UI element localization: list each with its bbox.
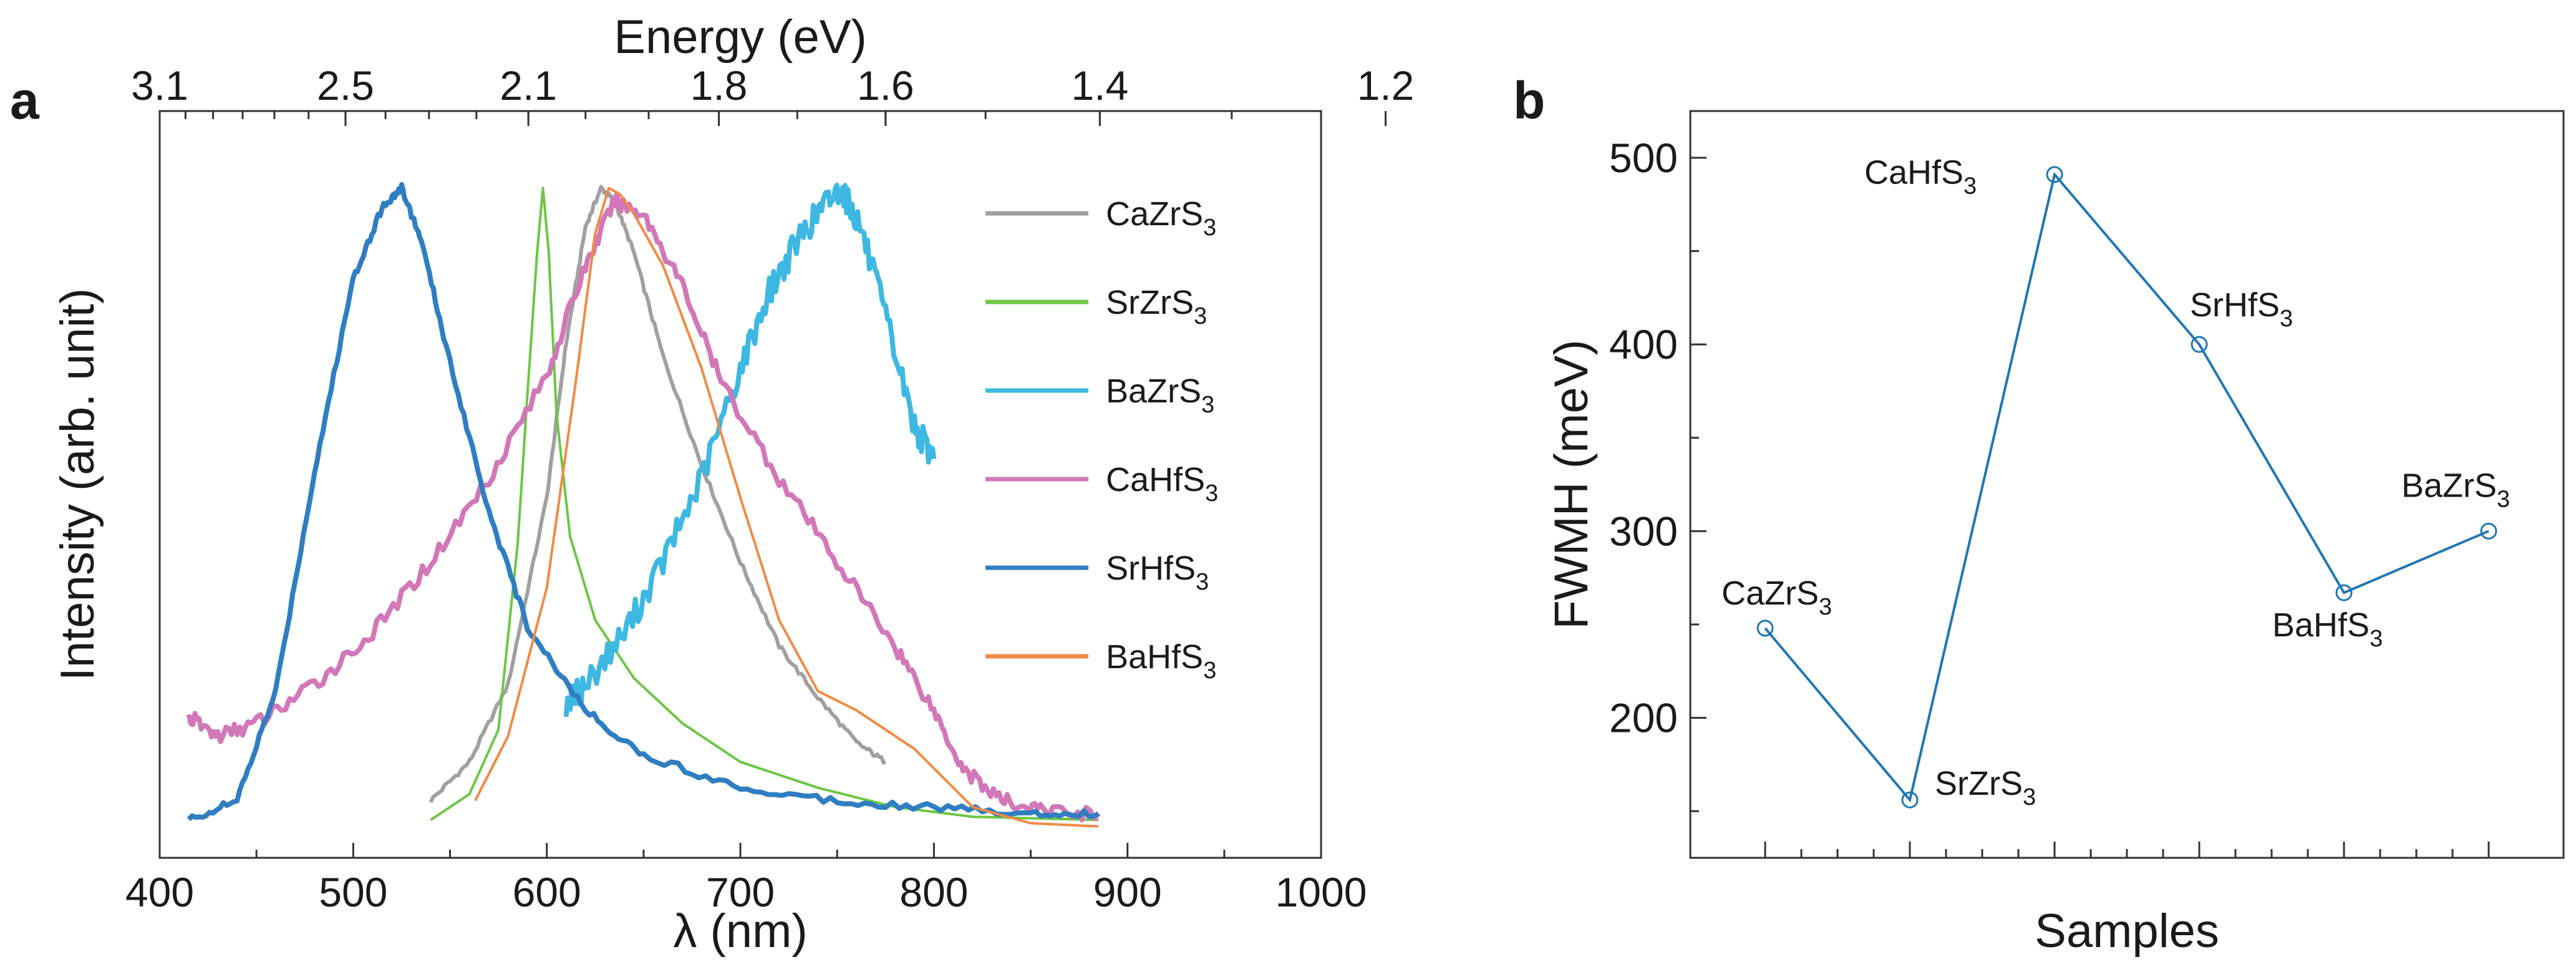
data-point bbox=[2335, 584, 2353, 601]
legend-label: BaZrS3 bbox=[1106, 372, 1214, 418]
point-label: CaHfS3 bbox=[1864, 154, 1977, 200]
point-label-text: BaHfS bbox=[2272, 606, 2370, 644]
point-label: BaHfS3 bbox=[2272, 606, 2383, 652]
series-line-cazrs3 bbox=[429, 185, 886, 804]
top-tick-label: 3.1 bbox=[131, 62, 188, 109]
y-tick-label: 500 bbox=[1609, 135, 1678, 181]
legend-label-subscript: 3 bbox=[1196, 569, 1209, 595]
legend-label-text: BaHfS bbox=[1106, 638, 1203, 676]
point-label-subscript: 3 bbox=[2370, 626, 2383, 652]
data-point bbox=[1756, 620, 1774, 637]
point-label-text: SrZrS bbox=[1935, 765, 2023, 802]
y-tick-label: 300 bbox=[1609, 508, 1678, 554]
point-label: SrZrS3 bbox=[1935, 765, 2036, 810]
y-axis-title: Intensity (arb. unit) bbox=[51, 288, 104, 681]
legend-label-subscript: 3 bbox=[1194, 303, 1207, 329]
point-label-subscript: 3 bbox=[2497, 486, 2510, 512]
point-label-subscript: 3 bbox=[2023, 784, 2036, 810]
panel-b-letter: b bbox=[1513, 71, 1545, 130]
series-line-bazrs3 bbox=[563, 182, 937, 717]
panel-a-letter: a bbox=[10, 71, 40, 130]
legend-label-subscript: 3 bbox=[1205, 480, 1218, 507]
y-axis-title: FWMH (meV) bbox=[1545, 339, 1598, 629]
point-label-text: CaHfS bbox=[1864, 154, 1963, 192]
point-label: CaZrS3 bbox=[1721, 575, 1832, 620]
point-label-subscript: 3 bbox=[1963, 173, 1977, 200]
point-label-subscript: 3 bbox=[1819, 594, 1832, 620]
point-label-text: CaZrS bbox=[1721, 575, 1819, 612]
series-line-srhfs3 bbox=[186, 182, 1100, 822]
point-label-subscript: 3 bbox=[2280, 306, 2293, 332]
series-line-srzrs3 bbox=[430, 187, 1099, 822]
y-tick-label: 200 bbox=[1609, 695, 1678, 741]
legend-label: CaZrS3 bbox=[1106, 195, 1216, 241]
point-label-text: SrHfS bbox=[2190, 286, 2280, 324]
data-point bbox=[2191, 336, 2208, 353]
x-tick-label: 700 bbox=[706, 869, 775, 915]
legend-label: CaHfS3 bbox=[1106, 461, 1218, 507]
data-point bbox=[2046, 166, 2063, 183]
series-line-bahfs3 bbox=[474, 187, 1099, 828]
legend-label-text: BaZrS bbox=[1106, 372, 1201, 410]
point-label: BaZrS3 bbox=[2401, 467, 2510, 512]
top-tick-label: 1.4 bbox=[1071, 62, 1128, 109]
x-axis-title: Samples bbox=[2035, 905, 2219, 958]
x-tick-label: 800 bbox=[899, 869, 968, 915]
data-point bbox=[1901, 791, 1919, 809]
legend-label-text: SrHfS bbox=[1106, 550, 1196, 587]
point-label: SrHfS3 bbox=[2190, 286, 2293, 332]
legend-label-text: CaZrS bbox=[1106, 195, 1203, 233]
legend-label-text: CaHfS bbox=[1106, 461, 1205, 498]
top-tick-label: 1.2 bbox=[1357, 62, 1415, 109]
x-tick-label: 500 bbox=[319, 869, 387, 915]
legend-label-subscript: 3 bbox=[1203, 215, 1216, 241]
data-point bbox=[2480, 522, 2497, 540]
series-line-cahfs3 bbox=[186, 192, 1101, 823]
legend-label-subscript: 3 bbox=[1201, 392, 1214, 418]
point-label-text: BaZrS bbox=[2401, 467, 2497, 504]
legend-label: BaHfS3 bbox=[1106, 638, 1216, 684]
legend-label-text: SrZrS bbox=[1106, 284, 1194, 321]
y-tick-label: 400 bbox=[1609, 321, 1678, 367]
top-tick-label: 2.5 bbox=[317, 62, 374, 109]
x-axis-title: λ (nm) bbox=[673, 905, 807, 958]
x-tick-label: 1000 bbox=[1276, 869, 1367, 915]
panel-a-chart: 400 500 600 700 800 900 1000 3.1 2.5 2.1 1.8 1.6 1.4… bbox=[51, 11, 1414, 958]
top-tick-label: 2.1 bbox=[500, 62, 557, 109]
legend-label: SrHfS3 bbox=[1106, 550, 1209, 595]
top-tick-label: 1.8 bbox=[690, 62, 748, 109]
top-tick-label: 1.6 bbox=[857, 62, 914, 109]
legend-label-subscript: 3 bbox=[1203, 658, 1216, 684]
top-axis-title: Energy (eV) bbox=[614, 11, 867, 64]
x-tick-label: 400 bbox=[125, 869, 194, 915]
fwhm-line bbox=[1764, 172, 2489, 803]
x-tick-label: 600 bbox=[513, 869, 581, 915]
legend-label: SrZrS3 bbox=[1106, 284, 1207, 329]
x-tick-label: 900 bbox=[1093, 869, 1162, 915]
